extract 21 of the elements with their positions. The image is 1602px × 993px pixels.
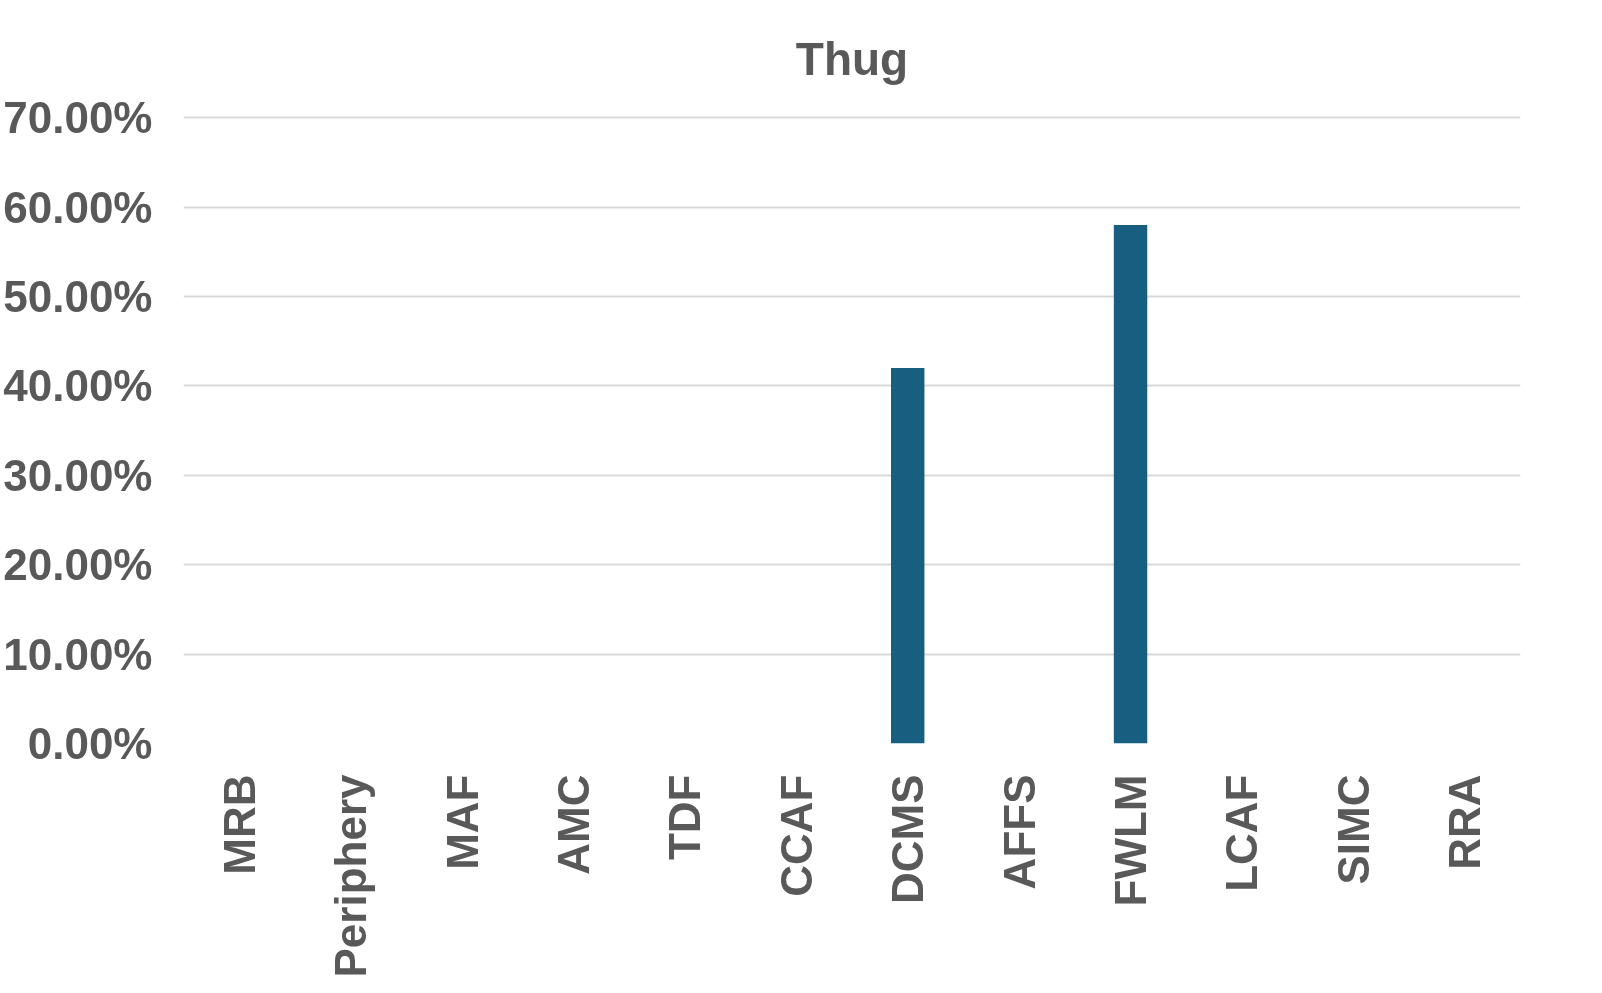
chart-title: Thug — [795, 32, 909, 85]
x-tick-label: RRA — [1440, 774, 1490, 870]
x-tick-label: TDF — [660, 774, 710, 861]
x-tick-label: FWLM — [1106, 774, 1156, 907]
x-tick-label: AMC — [548, 774, 598, 875]
y-tick-label: 20.00% — [3, 540, 153, 590]
y-tick-label: 30.00% — [3, 450, 153, 500]
x-tick-label: AFFS — [994, 774, 1044, 890]
x-tick-label: SIMC — [1328, 774, 1378, 885]
x-tick-label: Periphery — [326, 773, 376, 978]
x-tick-label: CCAF — [771, 774, 821, 897]
y-tick-label: 10.00% — [3, 629, 153, 679]
y-tick-label: 50.00% — [3, 271, 153, 321]
x-tick-label: DCMS — [883, 774, 933, 905]
y-tick-label: 70.00% — [3, 93, 153, 143]
y-tick-label: 60.00% — [3, 182, 153, 232]
x-tick-label: MRB — [214, 774, 264, 875]
x-tick-label: MAF — [437, 774, 487, 870]
x-tick-label: LCAF — [1217, 774, 1267, 892]
y-tick-label: 40.00% — [3, 361, 153, 411]
y-tick-label: 0.00% — [27, 719, 153, 768]
